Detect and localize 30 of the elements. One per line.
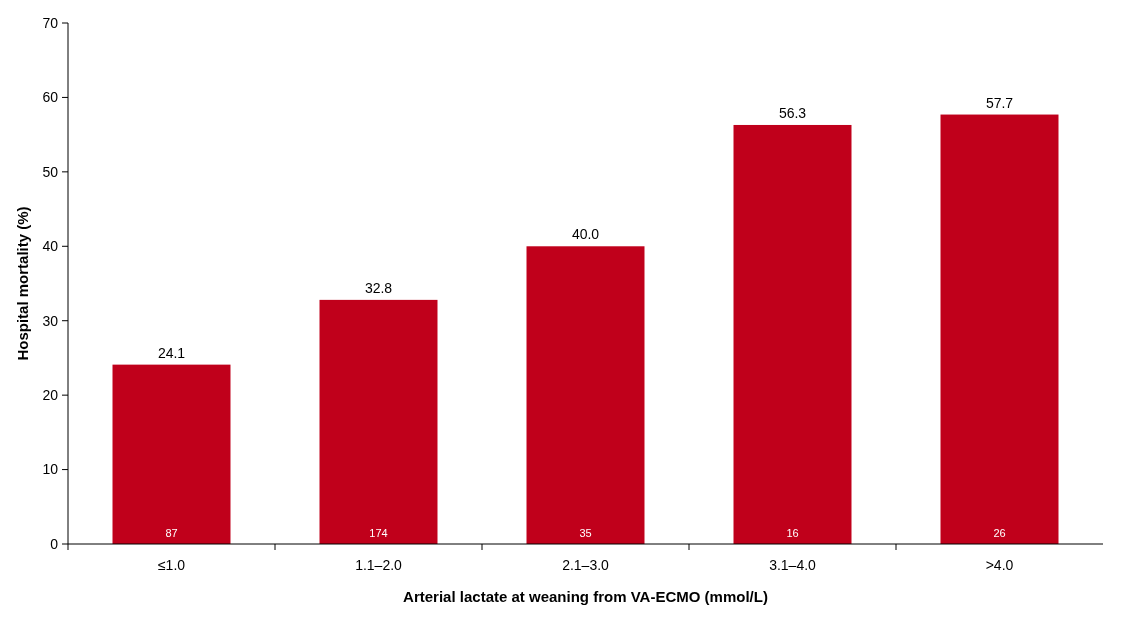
bar	[733, 124, 852, 544]
data-label: 32.8	[364, 279, 393, 296]
bar	[112, 364, 231, 544]
y-tick-label: 50	[42, 163, 59, 180]
x-tick-label: >4.0	[985, 557, 1014, 573]
y-tick-label: 20	[42, 387, 59, 404]
annotation: 87	[165, 527, 178, 539]
annotation: 16	[786, 527, 799, 539]
x-tick-label: 2.1–3.0	[562, 557, 610, 573]
x-axis-title: Arterial lactate at weaning from VA-ECMO (mmol/L)	[403, 588, 768, 605]
x-tick-label: 1.1–2.0	[355, 557, 403, 573]
y-tick-label: 70	[42, 14, 59, 31]
y-axis-title: Hospital mortality (%)	[14, 206, 31, 361]
data-label: 24.1	[157, 344, 186, 361]
annotation: 35	[579, 527, 592, 539]
data-label: 40.0	[571, 226, 600, 243]
y-tick-label: 40	[42, 238, 59, 255]
data-label: 57.7	[985, 94, 1014, 111]
annotation: 26	[993, 527, 1006, 539]
y-tick-label: 60	[42, 89, 59, 106]
y-tick-label: 0	[50, 535, 59, 552]
annotation: 174	[369, 527, 388, 539]
bar	[940, 114, 1059, 544]
data-label: 56.3	[778, 104, 807, 121]
bar	[526, 246, 645, 544]
x-tick-label: 3.1–4.0	[769, 557, 817, 573]
y-tick-label: 10	[42, 461, 59, 478]
bar	[319, 299, 438, 544]
x-tick-label: ≤1.0	[157, 557, 186, 573]
y-tick-label: 30	[42, 312, 59, 329]
